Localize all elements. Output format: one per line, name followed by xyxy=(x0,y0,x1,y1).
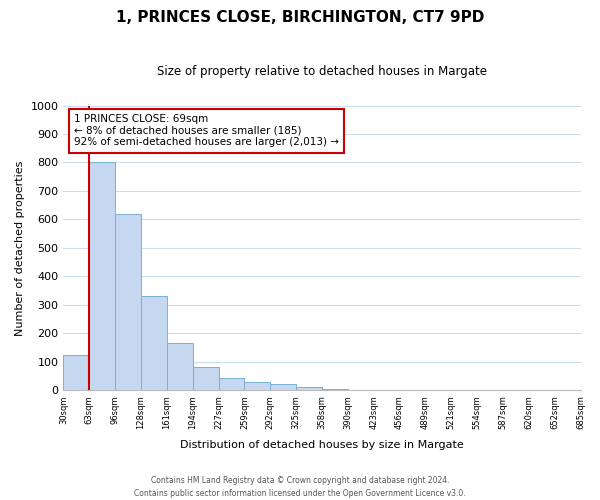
Bar xyxy=(193,367,218,390)
Bar xyxy=(322,388,348,390)
Title: Size of property relative to detached houses in Margate: Size of property relative to detached ho… xyxy=(157,65,487,78)
Bar xyxy=(115,214,141,390)
Bar xyxy=(64,354,89,390)
X-axis label: Distribution of detached houses by size in Margate: Distribution of detached houses by size … xyxy=(180,440,464,450)
Bar xyxy=(141,296,167,390)
Y-axis label: Number of detached properties: Number of detached properties xyxy=(15,160,25,336)
Text: 1, PRINCES CLOSE, BIRCHINGTON, CT7 9PD: 1, PRINCES CLOSE, BIRCHINGTON, CT7 9PD xyxy=(116,10,484,25)
Bar xyxy=(244,382,270,390)
Bar xyxy=(296,386,322,390)
Bar xyxy=(218,378,244,390)
Bar xyxy=(167,343,193,390)
Bar xyxy=(89,162,115,390)
Text: Contains HM Land Registry data © Crown copyright and database right 2024.
Contai: Contains HM Land Registry data © Crown c… xyxy=(134,476,466,498)
Bar xyxy=(270,384,296,390)
Text: 1 PRINCES CLOSE: 69sqm
← 8% of detached houses are smaller (185)
92% of semi-det: 1 PRINCES CLOSE: 69sqm ← 8% of detached … xyxy=(74,114,339,148)
